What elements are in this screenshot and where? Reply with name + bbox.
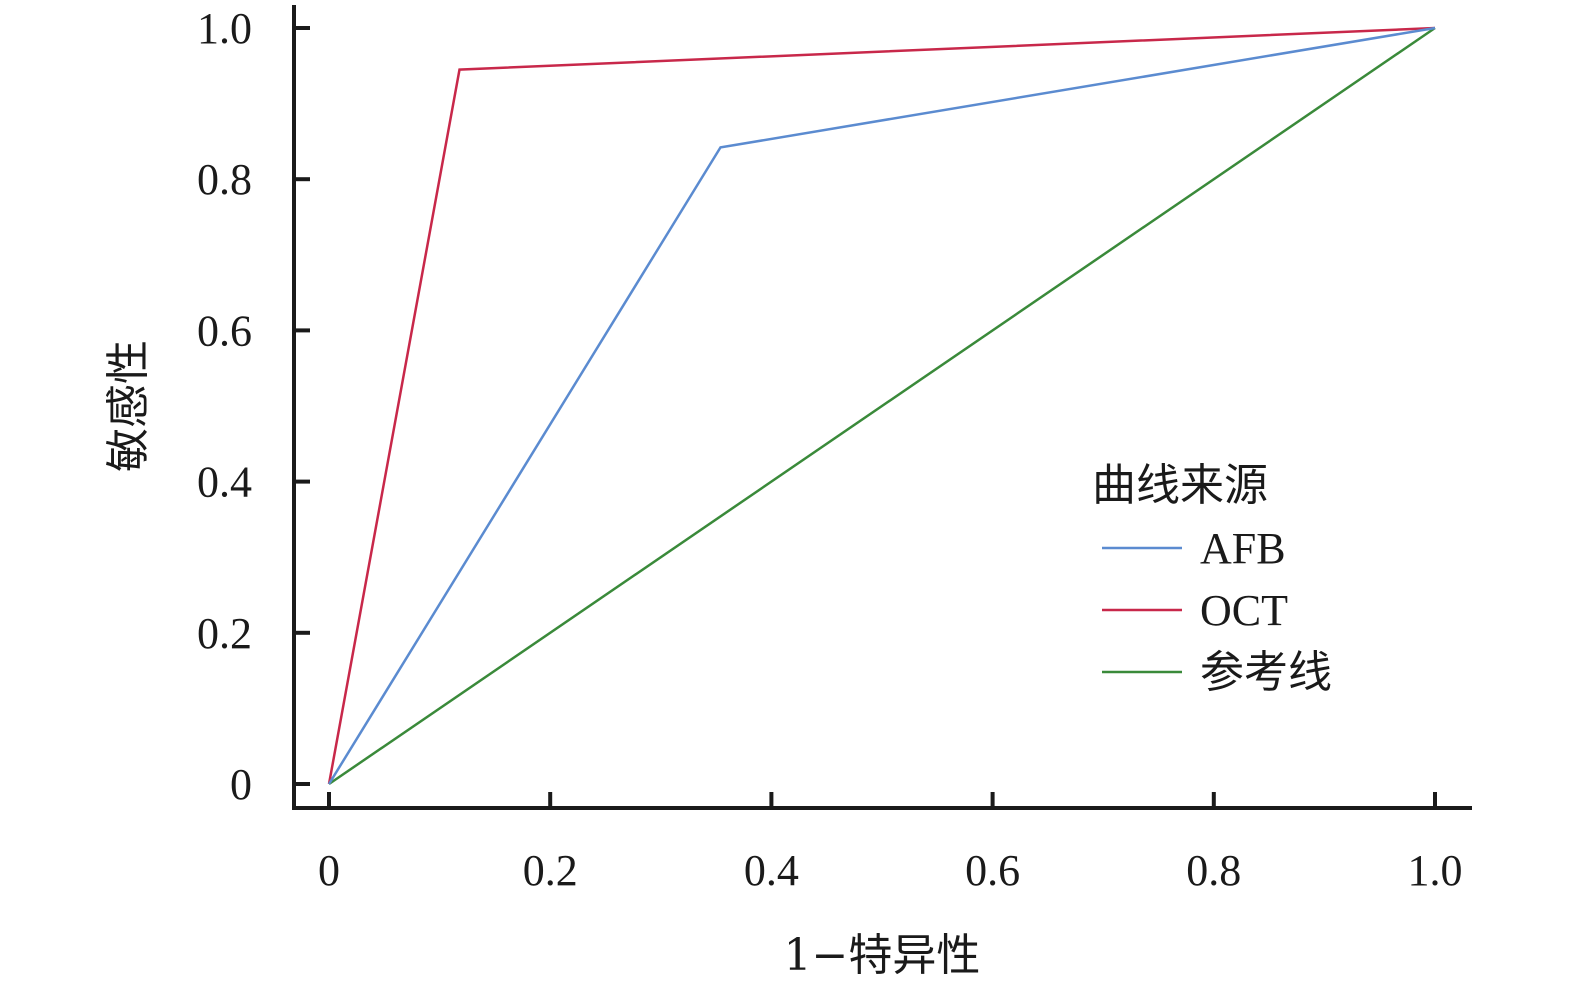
y-axis-title: 敏感性: [103, 340, 154, 472]
x-tick-label: 0.6: [965, 846, 1020, 895]
legend-label: OCT: [1200, 586, 1288, 635]
series-line-OCT: [327, 26, 1436, 785]
x-tick-label: 0.2: [523, 846, 578, 895]
x-tick-label: 0.4: [744, 846, 799, 895]
x-axis-title: 1−特异性: [784, 930, 981, 981]
y-tick-label: 0.4: [197, 458, 252, 507]
x-tick-label: 0: [318, 846, 340, 895]
series-line-参考线: [328, 26, 1436, 786]
axis-frame: [292, 5, 1472, 810]
y-axis-ticks: 0 0.2 0.4 0.6 0.8 1.0: [197, 4, 310, 809]
legend-label: AFB: [1200, 524, 1286, 573]
y-tick-label: 0.2: [197, 609, 252, 658]
x-tick-label: 1.0: [1408, 846, 1463, 895]
legend: 曲线来源 AFB OCT 参考线: [1092, 460, 1332, 697]
series-line-AFB: [327, 26, 1436, 785]
x-tick-label: 0.8: [1186, 846, 1241, 895]
y-tick-label: 1.0: [197, 4, 252, 53]
axes: [292, 5, 1472, 810]
x-axis-ticks: 0 0.2 0.4 0.6 0.8 1.0: [318, 792, 1463, 895]
plot-lines: [327, 26, 1436, 786]
legend-label: 参考线: [1200, 648, 1332, 697]
y-tick-label: 0.6: [197, 306, 252, 355]
y-tick-label: 0.8: [197, 155, 252, 204]
y-tick-label: 0: [230, 760, 252, 809]
legend-title: 曲线来源: [1092, 460, 1268, 511]
